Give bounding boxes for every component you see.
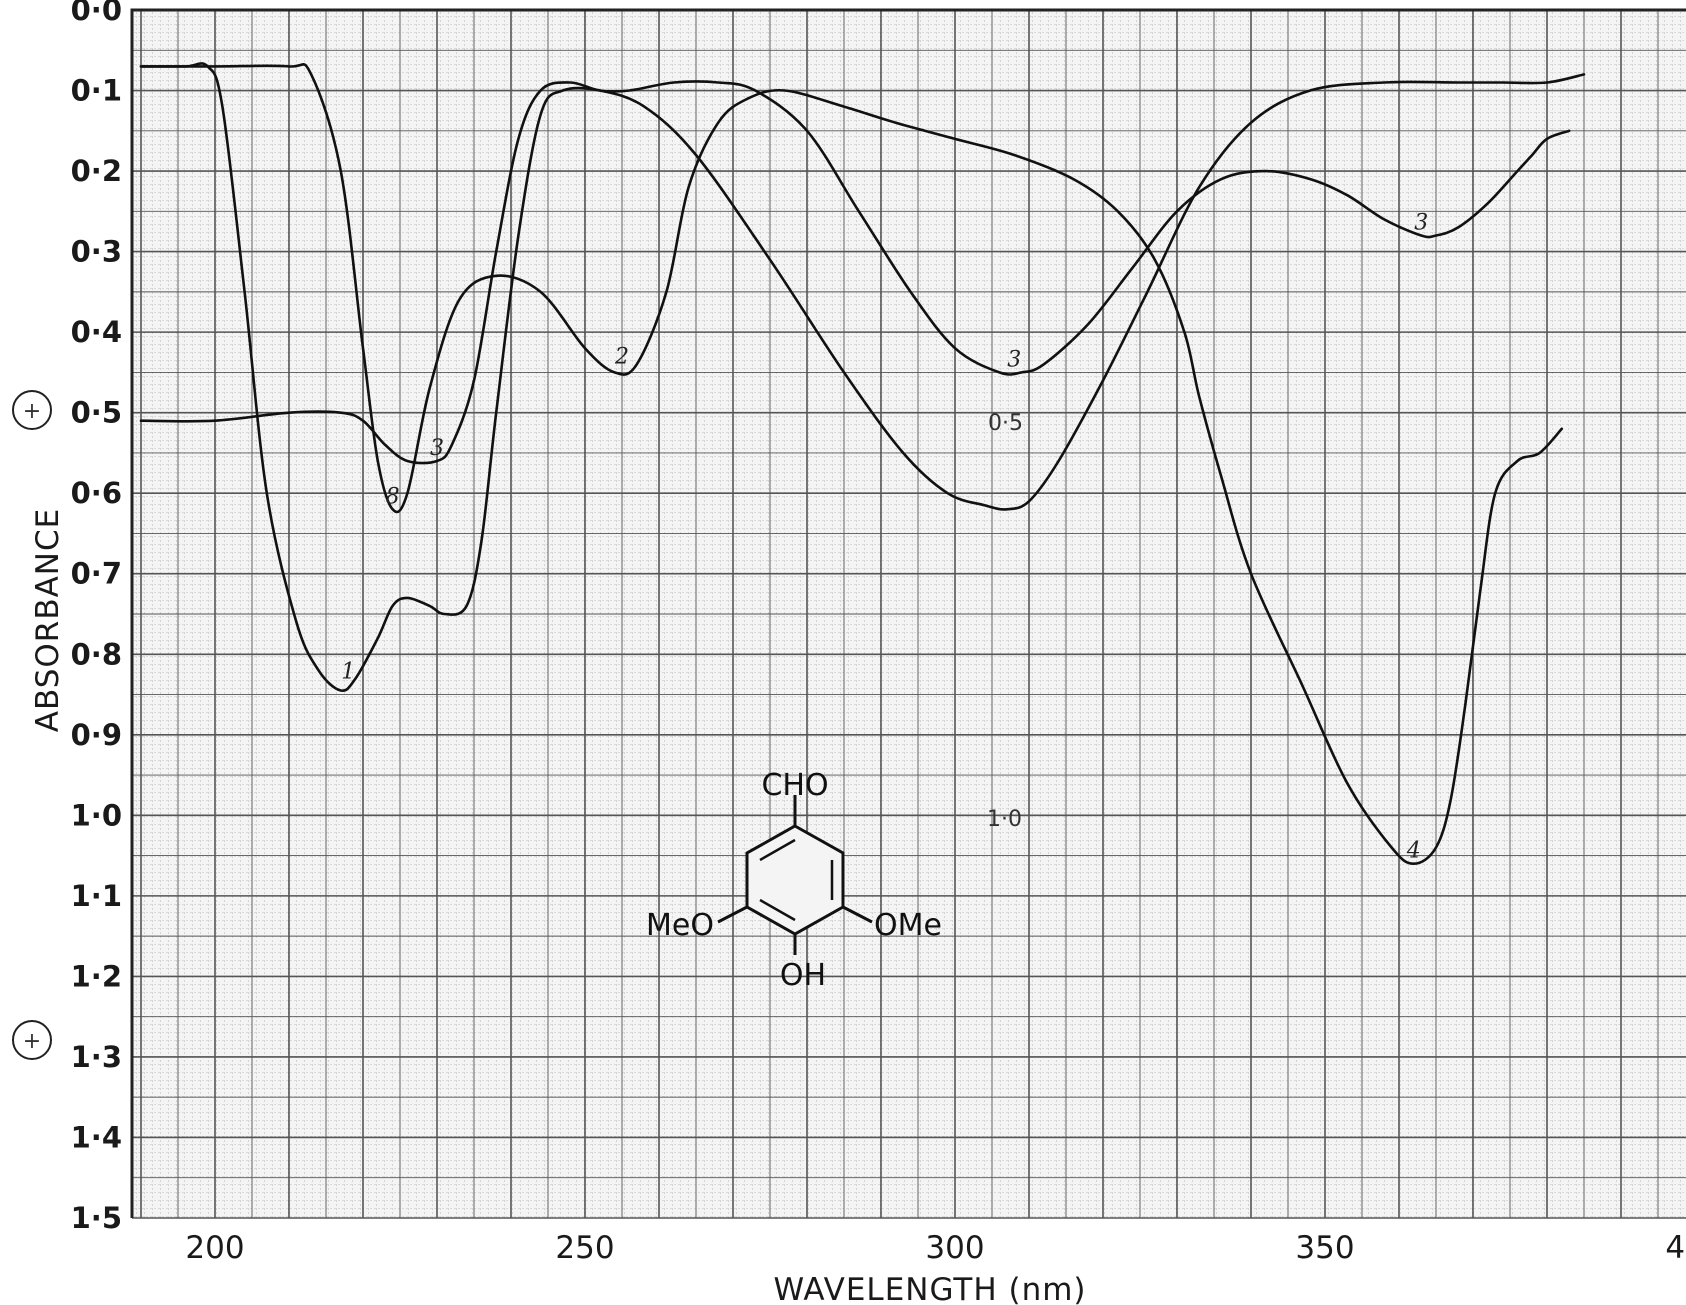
curve-label: 3 [1007, 347, 1021, 372]
x-tick-label: 200 [185, 1230, 244, 1266]
margin-marker-2: + [23, 1029, 41, 1054]
structure-label-meo: MeO [646, 908, 714, 943]
structure-label-oh: OH [780, 958, 826, 993]
plot-area [130, 8, 1686, 1219]
ring-double-bonds [759, 838, 834, 922]
annotation-1-0: 1·0 [987, 807, 1022, 832]
x-axis-ticks: 200 250 300 350 400 [185, 1230, 1686, 1266]
y-tick-label: 0·1 [71, 74, 122, 108]
curve-label: 2 [614, 345, 629, 370]
x-axis-label: WAVELENGTH (nm) [773, 1272, 1086, 1305]
curve-label: 4 [1406, 839, 1421, 864]
y-tick-label: 1·2 [71, 959, 122, 993]
structure-label-ome: OMe [874, 908, 942, 943]
series-1-line [139, 62, 1586, 693]
y-tick-label: 0·3 [71, 235, 122, 269]
y-tick-label: 0·8 [71, 637, 122, 671]
curve-label: 3 [430, 436, 444, 461]
y-tick-label: 0·2 [71, 154, 122, 188]
y-tick-label: 0·0 [71, 0, 122, 27]
y-axis-ticks: 0·0 0·1 0·2 0·3 0·4 0·5 0·6 0·7 0·8 0·9 1·0 1·1 1·2 1… [71, 0, 122, 1235]
curve-label: 3 [1414, 210, 1428, 235]
y-tick-label: 1·5 [71, 1201, 122, 1235]
curve-label: 1 [341, 659, 355, 684]
left-margin-markers: + + [12, 390, 52, 1060]
y-axis-label: ABSORBANCE [30, 508, 66, 732]
y-tick-label: 0·7 [71, 557, 122, 591]
plot-frame [130, 8, 1686, 1218]
curve-labels: 1 3 8 2 3 3 4 [341, 210, 1428, 863]
plus-circle-icon [12, 390, 52, 430]
y-tick-label: 0·5 [71, 396, 122, 430]
annotation-0-5: 0·5 [988, 411, 1023, 436]
y-tick-label: 0·4 [71, 315, 122, 349]
x-tick-label: 350 [1295, 1230, 1354, 1266]
major-grid [132, 9, 1686, 1219]
y-tick-label: 1·3 [71, 1040, 122, 1074]
curve-label: 8 [386, 484, 400, 509]
structure-label-cho: CHO [761, 768, 828, 803]
plus-circle-icon [12, 1020, 52, 1060]
series-layer [139, 62, 1586, 865]
margin-marker-1: + [23, 399, 41, 424]
y-tick-label: 1·1 [71, 879, 122, 913]
y-tick-label: 1·4 [71, 1120, 122, 1154]
x-tick-label: 300 [925, 1230, 984, 1266]
y-tick-label: 0·6 [71, 476, 122, 510]
series-2-line [139, 63, 1564, 865]
y-tick-label: 1·0 [71, 798, 122, 832]
syringaldehyde-structure: CHO MeO OMe OH [646, 768, 942, 993]
y-tick-label: 0·9 [71, 718, 122, 752]
x-tick-label: 400 [1665, 1230, 1686, 1266]
substituent-bonds [717, 795, 873, 955]
series-3-line [139, 80, 1571, 465]
x-tick-label: 250 [555, 1230, 614, 1266]
